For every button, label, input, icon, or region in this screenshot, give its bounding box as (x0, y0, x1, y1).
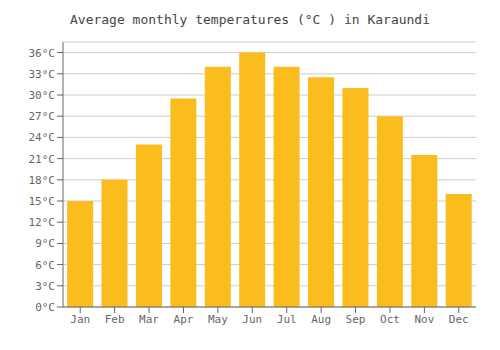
html-text:Average monthly temperatures (: Average monthly temperatures (°C ) in Ka… (70, 12, 430, 27)
svg-text:Feb: Feb (105, 313, 125, 326)
svg-text:18°C: 18°C (29, 174, 56, 187)
svg-text:3°C: 3°C (35, 280, 55, 293)
svg-text:Mar: Mar (139, 313, 159, 326)
svg-text:Apr: Apr (174, 313, 194, 326)
svg-text:27°C: 27°C (29, 110, 56, 123)
svg-text:36°C: 36°C (29, 47, 56, 60)
svg-text:33°C: 33°C (29, 68, 56, 81)
svg-text:9°C: 9°C (35, 237, 55, 250)
svg-text:Jun: Jun (242, 313, 262, 326)
svg-text:15°C: 15°C (29, 195, 56, 208)
svg-text:Jan: Jan (70, 313, 90, 326)
svg-text:Nov: Nov (414, 313, 434, 326)
svg-text:12°C: 12°C (29, 216, 56, 229)
svg-text:Oct: Oct (380, 313, 400, 326)
svg-text:30°C: 30°C (29, 89, 56, 102)
svg-text:May: May (208, 313, 228, 326)
svg-text:6°C: 6°C (35, 259, 55, 272)
svg-text:Sep: Sep (346, 313, 366, 326)
svg-text:Dec: Dec (449, 313, 469, 326)
svg-text:0°C: 0°C (35, 301, 55, 314)
svg-text:21°C: 21°C (29, 153, 56, 166)
svg-text:Aug: Aug (311, 313, 331, 326)
svg-text:24°C: 24°C (29, 131, 56, 144)
svg-text:Jul: Jul (277, 313, 297, 326)
